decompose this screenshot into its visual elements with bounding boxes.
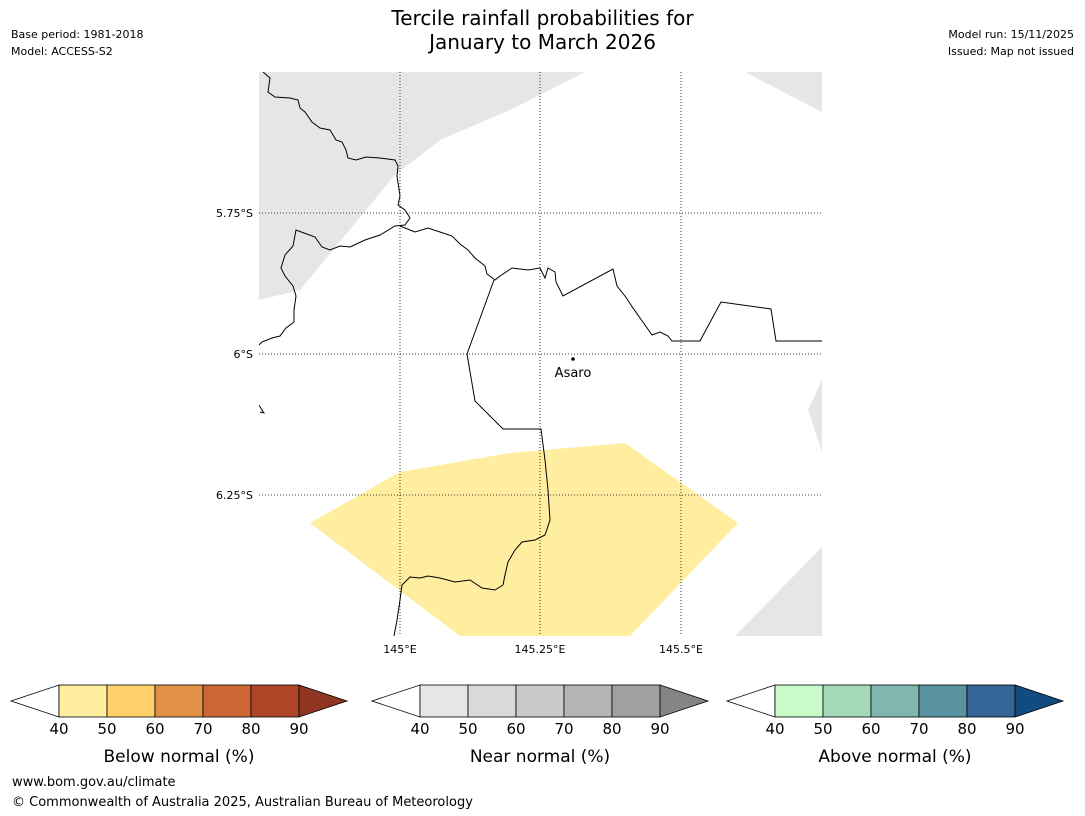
- footer-copyright: © Commonwealth of Australia 2025, Austra…: [12, 795, 473, 810]
- near-normal-zone-bottom-right: [735, 547, 822, 636]
- province-border: [259, 72, 411, 346]
- legend-tick-label: 90: [1005, 720, 1024, 738]
- legend-title: Above normal (%): [818, 747, 971, 767]
- near-normal-zone-top: [259, 72, 585, 300]
- legend-tick-label: 60: [861, 720, 880, 738]
- legend-title: Near normal (%): [470, 747, 610, 767]
- title-line-2: January to March 2026: [429, 30, 656, 54]
- near-normal-zone-right: [808, 380, 822, 452]
- legend-swatch: [202, 684, 252, 718]
- place-label-asaro: Asaro: [555, 366, 592, 381]
- lat-label: 5.75°S: [216, 207, 253, 220]
- legend-tick-label: 50: [813, 720, 832, 738]
- lat-label: 6.25°S: [216, 489, 253, 502]
- base-info: Base period: 1981-2018 Model: ACCESS-S2: [11, 26, 143, 60]
- asaro-marker: [571, 357, 575, 361]
- model-run: Model run: 15/11/2025: [948, 28, 1074, 41]
- legend-below-normal: 40 50 60 70 80 90 Below normal (%): [9, 684, 349, 767]
- model-name: Model: ACCESS-S2: [11, 45, 113, 58]
- legend-extend-low: [9, 684, 60, 718]
- lon-label: 145.5°E: [659, 643, 703, 656]
- legend-tick-label: 40: [765, 720, 784, 738]
- legend-swatch: [966, 684, 1016, 718]
- legend-swatch: [774, 684, 824, 718]
- legend-swatch: [250, 684, 300, 718]
- graticule: [259, 72, 822, 636]
- legend-title: Below normal (%): [104, 747, 255, 767]
- legend-swatch: [515, 684, 565, 718]
- near-normal-zone-top-right: [745, 72, 822, 112]
- footer-url: www.bom.gov.au/climate: [12, 775, 176, 790]
- legend-tick-label: 80: [241, 720, 260, 738]
- legend-tick-label: 80: [602, 720, 621, 738]
- run-info: Model run: 15/11/2025 Issued: Map not is…: [948, 26, 1074, 60]
- legend-tick-label: 40: [410, 720, 429, 738]
- title-line-1: Tercile rainfall probabilities for: [391, 6, 694, 30]
- province-border: [399, 225, 822, 342]
- legend-extend-low: [725, 684, 776, 718]
- legend-tick-label: 70: [554, 720, 573, 738]
- legend-tick-label: 80: [957, 720, 976, 738]
- legend-tick-label: 70: [909, 720, 928, 738]
- legend-above-normal: 40 50 60 70 80 90 Above normal (%): [725, 684, 1065, 767]
- base-period: Base period: 1981-2018: [11, 28, 144, 41]
- legend-swatch: [419, 684, 469, 718]
- legend-swatch: [58, 684, 108, 718]
- legend-extend-low: [370, 684, 421, 718]
- lon-label: 145.25°E: [515, 643, 566, 656]
- legend-tick-label: 70: [193, 720, 212, 738]
- issued-status: Issued: Map not issued: [947, 45, 1074, 58]
- legend-swatch: [106, 684, 156, 718]
- legend-swatch: [611, 684, 661, 718]
- legend-tick-label: 50: [458, 720, 477, 738]
- legend-tick-label: 60: [506, 720, 525, 738]
- legend-tick-label: 60: [145, 720, 164, 738]
- legend-extend-high: [659, 684, 710, 718]
- legend-extend-high: [298, 684, 349, 718]
- legend-near-normal: 40 50 60 70 80 90 Near normal (%): [370, 684, 710, 767]
- legend-tick-label: 50: [97, 720, 116, 738]
- legend-swatch: [822, 684, 872, 718]
- lat-label: 6°S: [234, 348, 253, 361]
- province-border: [259, 404, 266, 414]
- legend-swatch: [563, 684, 613, 718]
- legend-tick-label: 40: [49, 720, 68, 738]
- legend-swatch: [870, 684, 920, 718]
- map-title: Tercile rainfall probabilities for Janua…: [0, 6, 1085, 54]
- legend-swatch: [154, 684, 204, 718]
- province-border: [393, 279, 551, 636]
- legend-swatch: [467, 684, 517, 718]
- legend-swatch: [918, 684, 968, 718]
- legend-tick-label: 90: [650, 720, 669, 738]
- legend-tick-label: 90: [289, 720, 308, 738]
- lon-label: 145°E: [383, 643, 416, 656]
- below-normal-zone: [310, 443, 738, 636]
- legend-extend-high: [1014, 684, 1065, 718]
